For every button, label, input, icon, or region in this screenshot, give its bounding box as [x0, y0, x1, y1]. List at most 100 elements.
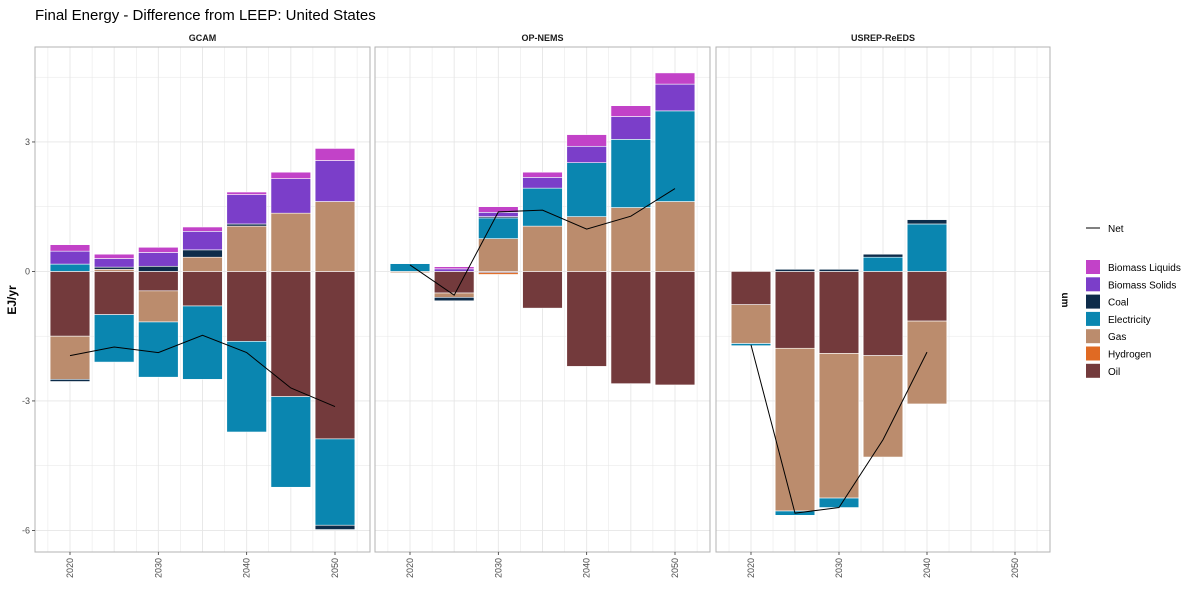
- x-tick-label: 2030: [834, 558, 844, 578]
- bar-segment-biomass-liquids-2035: [183, 227, 223, 231]
- legend-label-electricity: Electricity: [1108, 315, 1151, 326]
- bar-segment-gas-2020: [50, 336, 90, 379]
- bar-segment-oil-2025: [434, 271, 474, 293]
- x-tick-label: 2040: [922, 558, 932, 578]
- bar-segment-oil-2025: [94, 271, 134, 314]
- x-tick-label: 2030: [493, 558, 503, 578]
- bar-segment-biomass-liquids-2040: [567, 135, 607, 147]
- bar-segment-electricity-2050: [655, 111, 695, 202]
- bar-segment-oil-2035: [863, 271, 903, 355]
- legend-key-oil: [1086, 364, 1100, 378]
- legend-key-biomass-liquids: [1086, 260, 1100, 274]
- bar-segment-coal-2020: [50, 379, 90, 381]
- bar-segment-oil-2040: [567, 271, 607, 366]
- bar-segment-gas-2030: [138, 291, 178, 322]
- x-tick-label: 2020: [746, 558, 756, 578]
- bar-segment-electricity-2040: [227, 341, 267, 432]
- bar-segment-biomass-solids-2035: [183, 231, 223, 250]
- bar-segment-electricity-2040: [907, 224, 947, 271]
- bar-segment-electricity-2035: [863, 257, 903, 271]
- bar-segment-biomass-solids-2025: [94, 258, 134, 267]
- bar-segment-electricity-2035: [523, 188, 563, 226]
- bar-segment-biomass-solids-2030: [138, 252, 178, 266]
- bar-segment-oil-2030: [819, 271, 859, 353]
- legend-label-coal: Coal: [1108, 298, 1129, 309]
- bar-segment-biomass-liquids-2035: [523, 172, 563, 177]
- bar-segment-gas-2030: [478, 239, 518, 272]
- bar-segment-electricity-2020: [390, 264, 430, 272]
- bar-segment-biomass-liquids-2025: [94, 254, 134, 258]
- x-tick-label: 2020: [405, 558, 415, 578]
- bar-segment-coal-2030: [819, 269, 859, 271]
- bar-segment-biomass-liquids-2030: [138, 247, 178, 252]
- bar-segment-electricity-2030: [138, 322, 178, 377]
- facet-label: USREP-ReEDS: [851, 33, 915, 43]
- panel-gcam: GCAM 2020 2030 2040 2050: [35, 29, 370, 578]
- bar-segment-oil-2045: [271, 271, 311, 396]
- bar-segment-biomass-liquids-2050: [655, 73, 695, 84]
- bar-segment-biomass-liquids-2040: [227, 192, 267, 195]
- bar-segment-biomass-liquids-2020: [50, 245, 90, 251]
- x-tick-label: 2050: [1010, 558, 1020, 578]
- x-tick-label: 2040: [582, 558, 592, 578]
- y-tick-label: 3: [25, 137, 30, 147]
- facet-panels: GCAM 2020 2030 2040 2050 OP-NEMS 2020 2030 2040 2…: [35, 29, 1050, 578]
- facet-label: GCAM: [189, 33, 217, 43]
- legend: Net Biomass Liquids Biomass Solids Coal Elec…: [1086, 224, 1181, 378]
- x-tick-label: 2050: [330, 558, 340, 578]
- bar-segment-hydrogen-2030: [478, 273, 518, 275]
- panel-op-nems: OP-NEMS 2020 2030 2040 2050: [375, 29, 710, 578]
- bar-segment-oil-2020: [50, 271, 90, 336]
- legend-label-biomass-liquids: Biomass Liquids: [1108, 263, 1181, 274]
- bar-segment-biomass-liquids-2045: [271, 172, 311, 178]
- bar-segment-oil-2030: [138, 271, 178, 290]
- legend-key-hydrogen: [1086, 347, 1100, 361]
- bar-segment-coal-2035: [183, 250, 223, 257]
- legend-label-oil: Oil: [1108, 367, 1120, 378]
- bar-segment-gas-2025: [94, 269, 134, 271]
- right-axis-label: um: [1059, 293, 1070, 308]
- bar-segment-coal-2040: [907, 220, 947, 224]
- bar-segment-biomass-solids-2045: [271, 179, 311, 214]
- bar-segment-oil-2035: [523, 271, 563, 308]
- y-tick-label: 0: [25, 266, 30, 276]
- legend-key-coal: [1086, 295, 1100, 309]
- y-axis-title: EJ/yr: [5, 285, 19, 315]
- bar-segment-gas-2035: [523, 226, 563, 271]
- y-tick-label: -3: [22, 396, 30, 406]
- bar-segment-oil-2050: [655, 271, 695, 385]
- bar-segment-gas-2025: [775, 348, 815, 511]
- bar-segment-biomass-solids-2045: [611, 116, 651, 139]
- bar-segment-biomass-solids-2050: [655, 84, 695, 111]
- legend-key-gas: [1086, 329, 1100, 343]
- legend-label-hydrogen: Hydrogen: [1108, 350, 1151, 361]
- bar-segment-gas-2045: [271, 213, 311, 271]
- bar-segment-coal-2030: [138, 266, 178, 271]
- bar-segment-oil-2025: [775, 271, 815, 348]
- legend-label-net: Net: [1108, 224, 1124, 235]
- bar-segment-oil-2040: [907, 271, 947, 321]
- x-tick-label: 2030: [153, 558, 163, 578]
- bar-segment-gas-2040: [227, 226, 267, 271]
- bar-segment-biomass-solids-2020: [50, 251, 90, 264]
- bar-segment-gas-2045: [611, 208, 651, 272]
- x-tick-label: 2050: [670, 558, 680, 578]
- bar-segment-electricity-2020: [50, 264, 90, 271]
- bar-segment-biomass-liquids-2050: [315, 148, 355, 160]
- bar-segment-biomass-solids-2040: [227, 195, 267, 224]
- bar-segment-biomass-solids-2050: [315, 161, 355, 202]
- facet-label: OP-NEMS: [521, 33, 563, 43]
- legend-label-gas: Gas: [1108, 332, 1126, 343]
- bar-segment-gas-2035: [863, 356, 903, 457]
- bar-segment-biomass-liquids-2045: [611, 106, 651, 117]
- chart-title: Final Energy - Difference from LEEP: Uni…: [35, 7, 376, 24]
- bar-segment-electricity-2030: [819, 498, 859, 507]
- bar-segment-electricity-2045: [271, 397, 311, 488]
- legend-label-biomass-solids: Biomass Solids: [1108, 280, 1176, 291]
- legend-key-electricity: [1086, 312, 1100, 326]
- bar-segment-oil-2035: [183, 271, 223, 306]
- bar-segment-oil-2045: [611, 271, 651, 383]
- x-tick-label: 2040: [242, 558, 252, 578]
- bar-segment-gas-2050: [315, 202, 355, 272]
